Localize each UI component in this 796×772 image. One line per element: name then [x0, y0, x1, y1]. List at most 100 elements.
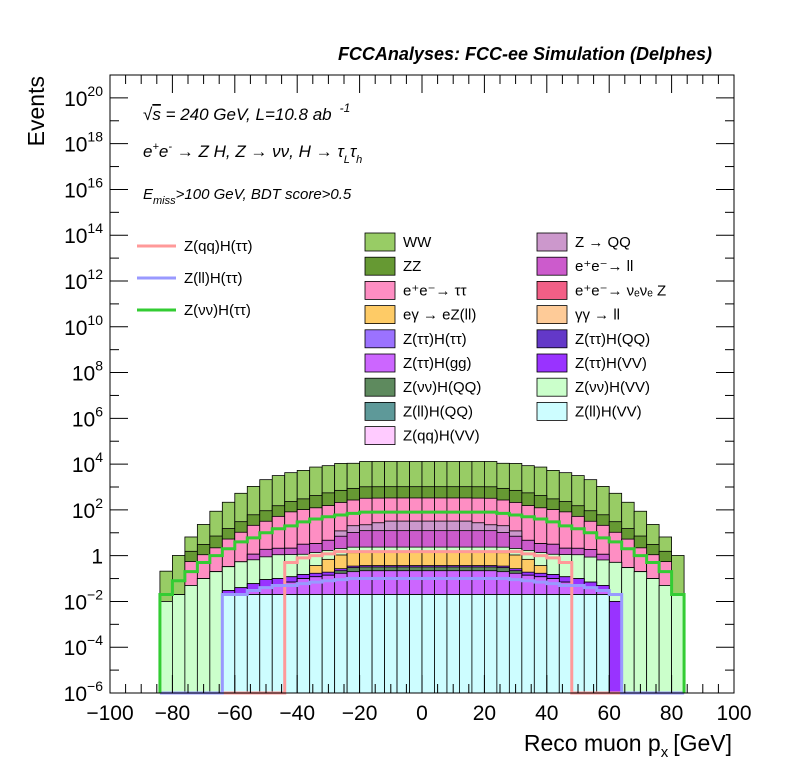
sel-sub: miss [153, 195, 176, 207]
sel-E: E [143, 186, 154, 203]
bar-z-ll-h-vv-17 [371, 594, 385, 694]
y-tick-exponent: 4 [95, 449, 103, 465]
x-tick-label: −40 [279, 702, 315, 725]
x-axis-title-sub: x [661, 744, 669, 761]
legend-label-ll: γγ → ll [575, 307, 620, 324]
bar-z-ll-h-vv-34 [583, 594, 598, 694]
y-tick-base: 10 [72, 363, 95, 386]
legend-swatch-zz [364, 256, 396, 276]
legend-label-z-qq-h-vv: Z(qq)H(VV) [403, 428, 480, 445]
x-axis-title-main: Reco muon p [524, 730, 661, 756]
bar-z-h-vv-38 [633, 571, 648, 694]
legend-swatch-z-ll-h-qq [364, 401, 396, 421]
bar-z-ll-h-vv-26 [483, 594, 498, 694]
legend-swatch-z-qq [536, 232, 568, 252]
legend-label-z-ll-h-vv: Z(ll)H(VV) [575, 403, 642, 420]
bar-z-ll-h-vv-10 [284, 594, 298, 694]
y-tick-base: 10 [64, 179, 87, 202]
y-tick-base: 10 [64, 271, 87, 294]
legend-swatch-z-h-qq [536, 329, 568, 349]
x-tick-label: 60 [598, 702, 621, 725]
legend-label-z-ll-h: Z(ll)H(ττ) [184, 270, 243, 287]
sqrt-s: s [152, 105, 161, 124]
legend-label-e-e-ll: e⁺e⁻→ ll [575, 258, 633, 275]
y-tick-base: 10 [72, 500, 95, 523]
y-tick-exponent: 20 [87, 83, 103, 99]
proc-e2-sup: - [168, 141, 172, 153]
y-tick-base: 10 [64, 317, 87, 340]
y-tick-base: 10 [72, 454, 95, 477]
bar-z-ll-h-vv-27 [496, 594, 510, 694]
bar-z-ll-h-vv-25 [471, 594, 485, 694]
proc-e2: e [159, 142, 168, 161]
bar-z-h-vv-41 [671, 594, 685, 694]
bar-z-ll-h-vv-5 [221, 594, 236, 694]
legend-swatch-z-h-vv [536, 377, 568, 397]
legend: Z(qq)H(ττ) Z(ll)H(ττ) Z(νν)H(ττ) WW ZZ e⁺e⁻→ … [137, 232, 666, 446]
y-tick-base: 10 [64, 88, 87, 111]
y-tick-exponent: 16 [87, 174, 103, 190]
bar-z-ll-h-vv-19 [396, 594, 410, 694]
legend-swatch-e-e [364, 280, 396, 300]
bar-z-h-vv-36 [608, 601, 623, 694]
bar-z-ll-h-vv-30 [533, 594, 548, 694]
legend-swatch-z-qq-h-vv [364, 426, 396, 446]
y-tick-base: 10 [72, 408, 95, 431]
annotation-block: √s = 240 GeV, L=10.8 ab -1 e+e- → Z H, Z … [143, 101, 362, 207]
annotation-selection: Emiss>100 GeV, BDT score>0.5 [143, 186, 352, 207]
legend-swatch-z-h [364, 329, 396, 349]
bar-z-ll-h-vv-33 [571, 594, 585, 694]
legend-label-e-e-z: e⁺e⁻→ νₑνₑ Z [575, 282, 666, 299]
legend-swatch-e-e-z [536, 280, 568, 300]
proc-e1-sup: + [152, 141, 159, 153]
y-tick-label: 1020 [64, 83, 103, 111]
legend-swatch-ll [536, 305, 568, 325]
y-tick-label: 10−4 [64, 632, 104, 660]
bar-z-h-vv-39 [646, 578, 660, 694]
bar-z-h-vv-37 [621, 567, 635, 694]
bar-z-h-vv-1 [171, 594, 186, 694]
x-axis-title: Reco muon px [GeV] [524, 730, 732, 761]
y-tick-base: 10 [64, 134, 87, 157]
legend-label-z-h-qq: Z(νν)H(QQ) [403, 379, 481, 396]
legend-label-z-h: Z(ττ)H(ττ) [403, 331, 467, 348]
x-tick-label: 80 [660, 702, 683, 725]
bar-z-ll-h-vv-23 [446, 594, 460, 694]
y-tick-exponent: −4 [87, 632, 103, 648]
bar-z-ll-h-vv-15 [346, 594, 360, 694]
bar-z-ll-h-vv-35 [596, 594, 610, 694]
y-tick-label: 1012 [64, 266, 103, 294]
annotation-process: e+e- → Z H, Z → νν, H → τLτh [143, 141, 362, 166]
proc-tau2: τ [350, 142, 358, 161]
y-tick-base: 10 [64, 637, 87, 660]
line-z-ll-h [159, 577, 685, 695]
y-tick-exponent: 18 [87, 129, 103, 145]
legend-label-ww: WW [403, 234, 432, 251]
bar-z-ll-h-vv-20 [409, 594, 423, 694]
legend-label-z-h-vv: Z(ττ)H(VV) [575, 355, 647, 372]
line-z-h [158, 510, 686, 693]
x-axis-title-unit: [GeV] [673, 730, 732, 756]
y-tick-exponent: 10 [87, 312, 103, 328]
bar-z-ll-h-vv-7 [246, 594, 261, 694]
bar-z-ll-h-vv-31 [546, 594, 560, 694]
y-tick-label: 102 [72, 495, 103, 523]
bar-z-h-vv-4 [209, 571, 223, 694]
y-tick-label: 1014 [64, 220, 103, 248]
y-tick-exponent: 2 [95, 495, 103, 511]
y-tick-label: 1 [91, 546, 103, 569]
y-tick-label: 1010 [64, 312, 103, 340]
legend-label-z-h-vv: Z(νν)H(VV) [575, 379, 650, 396]
legend-swatch-ww [364, 232, 396, 252]
annotation-energy: √s = 240 GeV, L=10.8 ab -1 [143, 101, 350, 124]
proc-sub-h: h [356, 154, 362, 166]
legend-label-z-qq-h: Z(qq)H(ττ) [184, 238, 253, 255]
y-tick-exponent: 12 [87, 266, 103, 282]
bar-z-h-vv-40 [658, 585, 672, 694]
x-tick-label: 20 [473, 702, 496, 725]
y-tick-label: 10−2 [64, 586, 104, 614]
energy-lumi: = 240 GeV, L=10.8 ab [161, 105, 332, 124]
bar-z-ll-h-vv-13 [321, 594, 336, 694]
bar-z-ll-h-vv-11 [296, 594, 311, 694]
legend-swatch-z-ll-h-vv [536, 401, 568, 421]
